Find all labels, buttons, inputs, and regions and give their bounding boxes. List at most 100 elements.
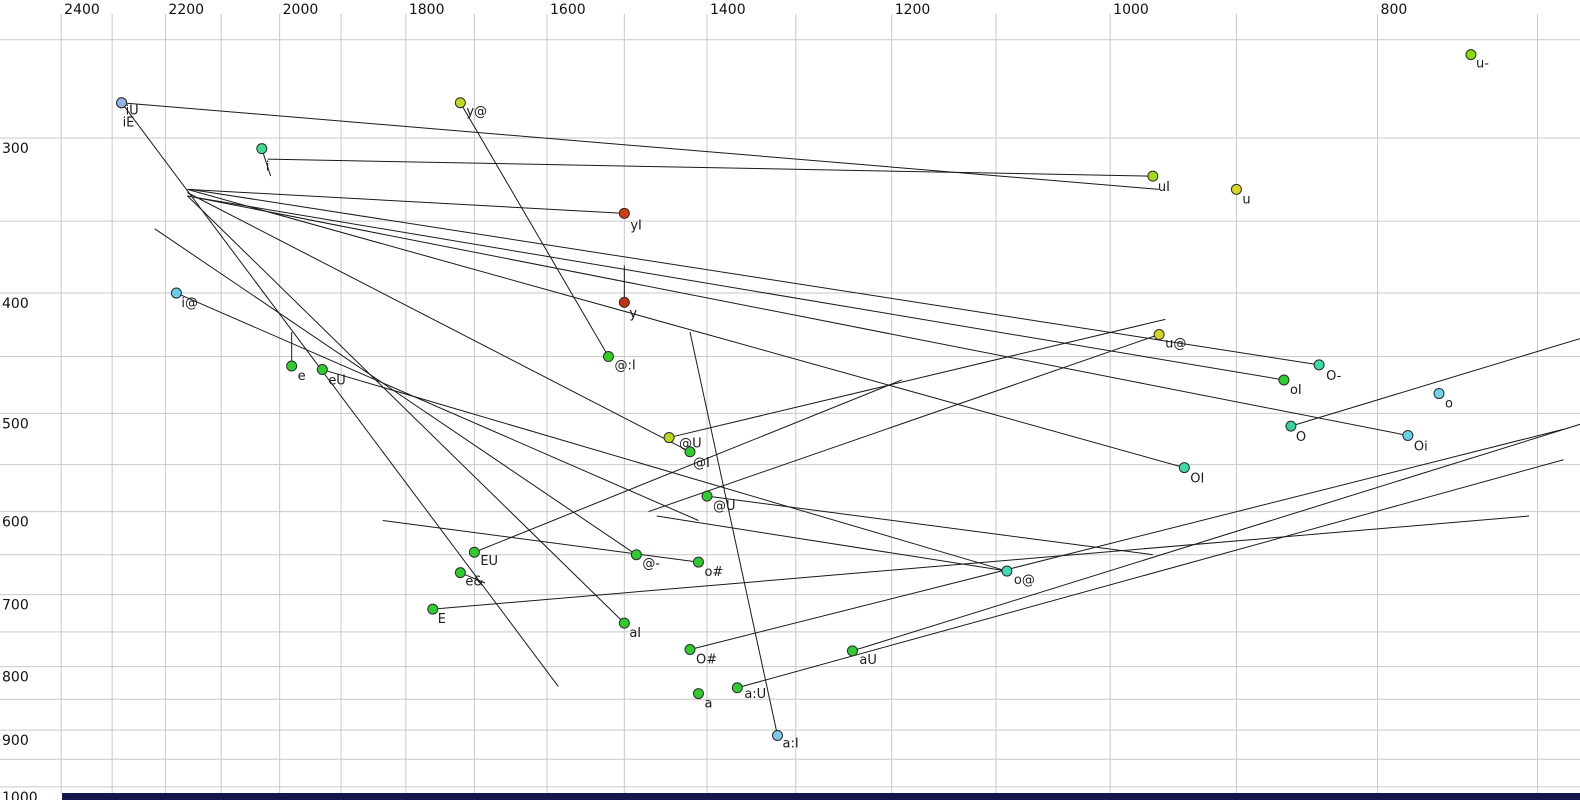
trajectory-line-a:I [689,331,778,736]
data-point-i@[interactable] [170,287,182,299]
trajectory-line-aI [187,195,625,624]
trajectory-line-y@ [459,102,609,357]
point-label-aU: aU [859,653,876,668]
point-label-y: y [629,306,637,321]
data-point-a[interactable] [692,688,704,700]
data-point-OI[interactable] [1178,462,1190,474]
data-point-oI[interactable] [1278,374,1290,386]
data-point-e&[interactable] [454,567,466,579]
data-point-E[interactable] [427,603,439,615]
data-point-u-[interactable] [1465,49,1477,61]
trajectory-line-@I [187,192,691,453]
trajectory-line-uI [267,158,1153,177]
data-point-aI[interactable] [618,617,630,629]
x-tick-1000: 1000 [1113,2,1149,18]
y-tick-800: 800 [2,670,29,686]
point-label-e&: e& [465,575,483,590]
point-label-u@: u@ [1165,337,1186,352]
trajectory-line-oI [195,196,1285,381]
x-tick-2200: 2200 [168,2,204,18]
point-label-O: O [1296,430,1306,445]
x-tick-2400: 2400 [64,2,100,18]
data-point-eU[interactable] [316,364,328,376]
trajectory-line-O [1290,338,1580,427]
point-label-@I: @I [693,456,710,471]
data-point-o#[interactable] [692,556,704,568]
x-tick-1600: 1600 [550,2,586,18]
data-point-Oi[interactable] [1402,429,1414,441]
data-point-u@[interactable] [1153,329,1165,341]
y-tick-500: 500 [2,416,29,432]
bottom-bar [62,793,1580,800]
trajectory-line-a:U [737,459,1564,689]
trajectory-line-EU [474,379,902,553]
y-tick-300: 300 [2,141,29,157]
data-point-y[interactable] [618,296,630,308]
data-point-iE[interactable] [116,97,128,109]
data-point-i[interactable] [256,143,268,155]
point-label-eU: eU [328,374,346,389]
point-label-oI: oI [1290,383,1302,398]
x-tick-2000: 2000 [283,2,319,18]
data-point-EU[interactable] [468,546,480,558]
trajectory-line-o@ [656,515,1007,572]
data-point-y@[interactable] [454,97,466,109]
data-point-@I[interactable] [684,446,696,458]
point-label-a: a [704,697,712,712]
point-label-y@: y@ [466,105,487,120]
trajectory-line-iE [121,102,559,687]
y-tick-900: 900 [2,733,29,749]
data-point-O#[interactable] [684,644,696,656]
x-tick-1800: 1800 [409,2,445,18]
data-point-o[interactable] [1433,388,1445,400]
trajectory-line-@U [668,318,1166,439]
data-point-@U[interactable] [663,432,675,444]
data-point-@-[interactable] [630,549,642,561]
y-tick-1000: 1000 [2,790,38,800]
data-point-O[interactable] [1285,420,1297,432]
trajectory-line-aU [852,423,1580,652]
y-tick-700: 700 [2,598,29,614]
point-label-u: u [1242,192,1250,207]
data-point-yI[interactable] [618,207,630,219]
trajectory-line-O- [190,188,1320,366]
point-label-Oi: Oi [1414,439,1428,454]
data-point-e[interactable] [286,360,298,372]
y-tick-600: 600 [2,515,29,531]
point-label-e: e [298,369,306,384]
data-point-aU[interactable] [846,645,858,657]
point-label-aI: aI [629,626,641,641]
data-point-a:U[interactable] [731,682,743,694]
point-label-a:I: a:I [783,736,799,751]
point-label-@:I: @:I [614,359,635,374]
trajectory-line-yI [187,188,625,214]
point-label-o#: o# [704,565,723,580]
data-point-a:I[interactable] [772,729,784,741]
data-point-@:I[interactable] [602,351,614,363]
trajectory-line-@- [154,228,637,556]
point-label-O-: O- [1326,369,1342,384]
data-point-u[interactable] [1230,183,1242,195]
y-tick-400: 400 [2,296,29,312]
data-point-o@[interactable] [1001,565,1013,577]
point-label-@U: @U [679,437,702,452]
trajectory-line-u@ [648,334,1160,513]
data-point-uI[interactable] [1147,170,1159,182]
data-point-@U[interactable] [701,490,713,502]
point-label-uI: uI [1158,180,1170,195]
point-label-iU: iU [126,104,139,119]
point-label-EU: EU [480,554,498,569]
point-label-@U: @U [713,499,736,514]
point-label-E: E [438,612,446,627]
point-label-o@: o@ [1014,573,1035,588]
data-point-O-[interactable] [1313,359,1325,371]
point-label-o: o [1445,397,1453,412]
point-label-i: i [266,160,270,175]
trajectory-line-OI [187,188,1185,469]
trajectory-line-O# [689,428,1564,651]
trajectory-line-@U [706,495,1153,556]
point-label-iE: iE [123,116,135,131]
